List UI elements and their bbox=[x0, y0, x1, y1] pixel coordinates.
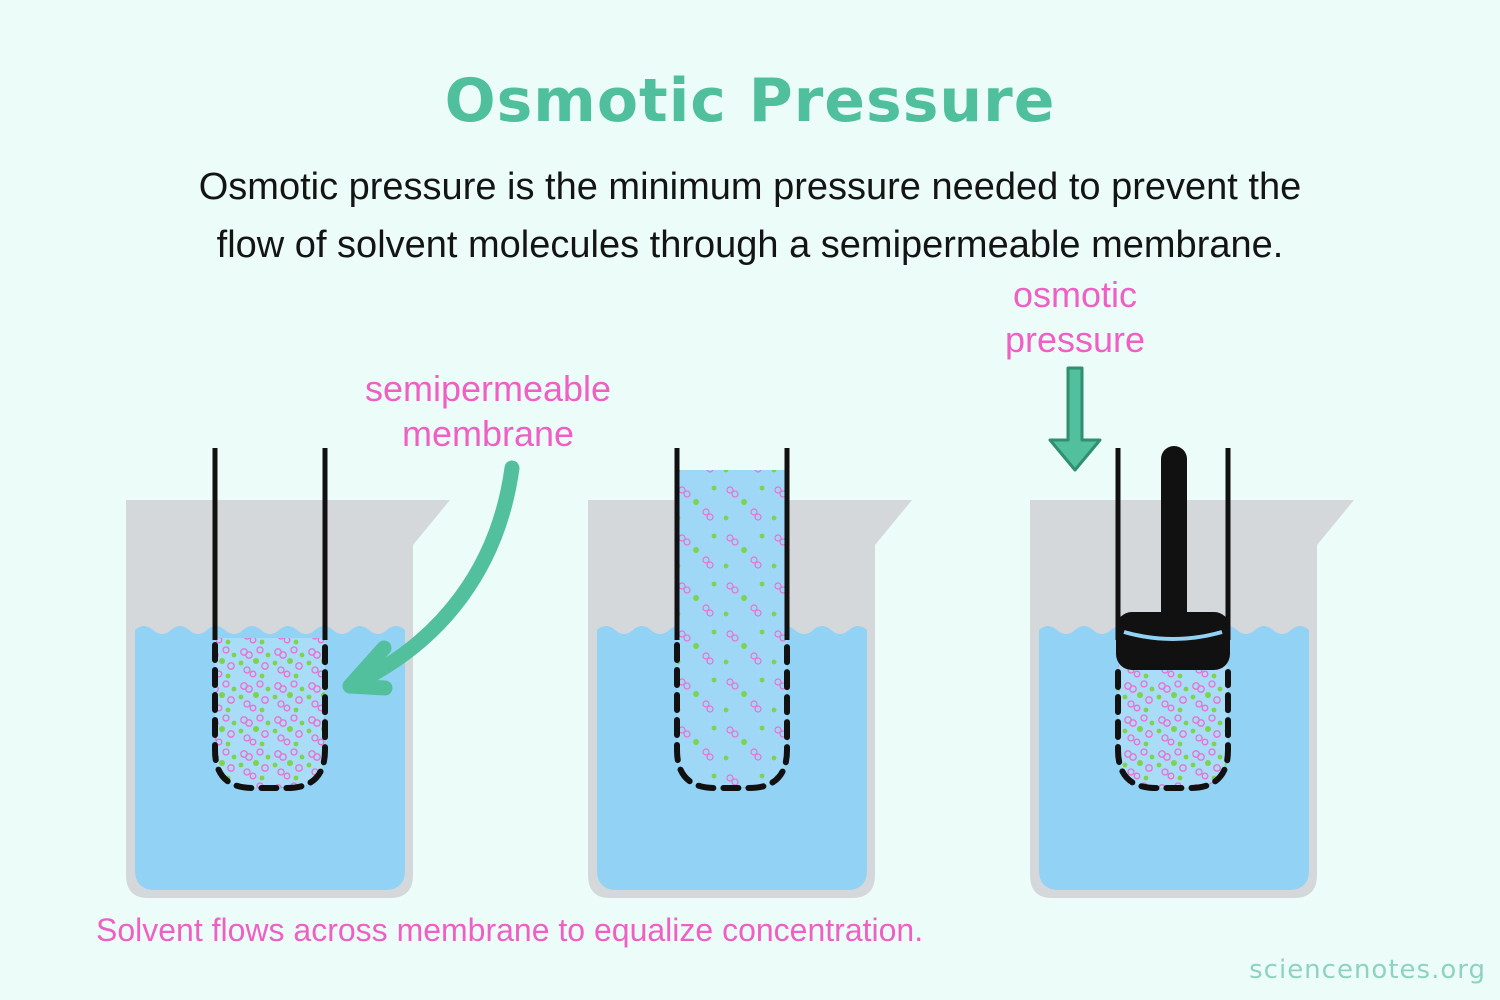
curved-arrow-shaft bbox=[354, 460, 520, 688]
piston-rod bbox=[1161, 446, 1187, 626]
definition-line-1: Osmotic pressure is the minimum pressure… bbox=[198, 166, 1302, 208]
membrane-label: semipermeable membrane bbox=[338, 366, 638, 456]
definition-line-2: flow of solvent molecules through a semi… bbox=[216, 224, 1284, 266]
tube-solutes bbox=[677, 470, 787, 788]
beaker-panel-1 bbox=[126, 448, 450, 898]
pressure-label: osmotic pressure bbox=[975, 272, 1175, 362]
membrane-pointer-arrow bbox=[342, 460, 520, 696]
beaker-panel-2 bbox=[588, 448, 912, 898]
page-title: Osmotic Pressure bbox=[444, 66, 1056, 136]
beaker-panel-3 bbox=[1030, 366, 1354, 898]
membrane-label-line-2: membrane bbox=[401, 413, 575, 454]
tube-solutes bbox=[215, 638, 325, 788]
pressure-arrow-icon bbox=[1048, 366, 1102, 472]
membrane-dashed bbox=[212, 642, 328, 791]
watermark: sciencenotes.org bbox=[1249, 955, 1486, 985]
piston-highlight bbox=[1123, 630, 1223, 641]
definition-text: Osmotic pressure is the minimum pressure… bbox=[0, 158, 1500, 274]
membrane-label-line-1: semipermeable bbox=[364, 368, 612, 409]
caption: Solvent flows across membrane to equaliz… bbox=[96, 912, 924, 948]
curved-arrow-head bbox=[342, 640, 393, 696]
tube-solutes bbox=[1118, 665, 1228, 788]
pressure-label-line-2: pressure bbox=[1004, 319, 1146, 360]
pressure-label-line-1: osmotic bbox=[1012, 274, 1138, 315]
membrane-dashed bbox=[674, 642, 790, 791]
membrane-dashed bbox=[1115, 669, 1231, 791]
